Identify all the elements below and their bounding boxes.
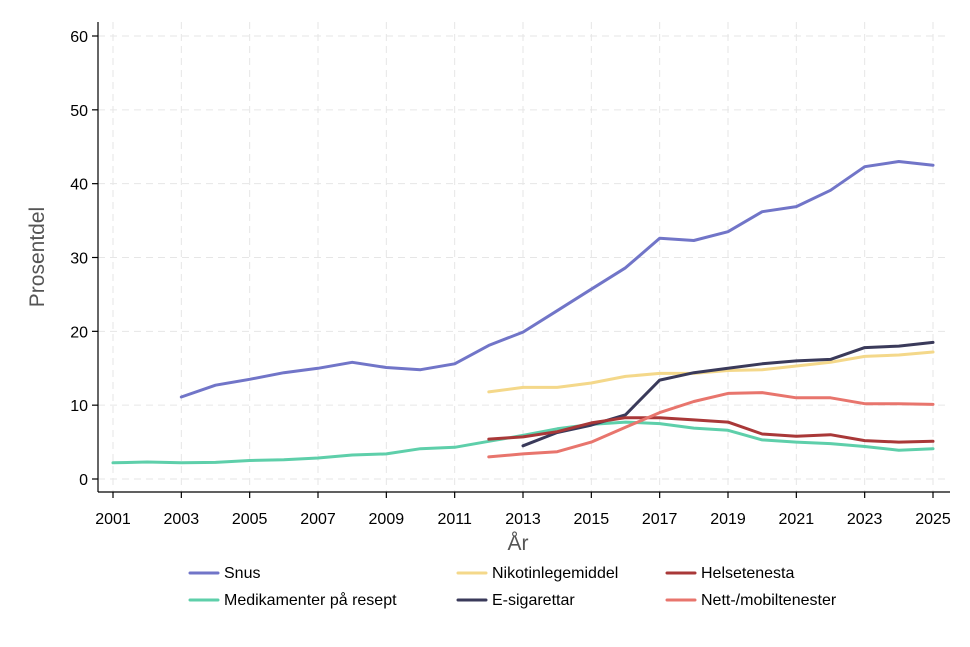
series-line-helsetenesta bbox=[487, 416, 935, 444]
series-lines bbox=[111, 160, 935, 465]
y-axis-title: Prosentdel bbox=[26, 207, 49, 307]
x-tick-label: 2025 bbox=[915, 511, 951, 528]
y-tick-label: 10 bbox=[70, 398, 88, 415]
x-tick-label: 2017 bbox=[642, 511, 678, 528]
legend: Snus Medikamenter på resept Nikotinlegemid… bbox=[188, 565, 837, 609]
x-tick-label: 2013 bbox=[505, 511, 541, 528]
axes bbox=[92, 22, 950, 498]
x-tick-label: 2021 bbox=[779, 511, 815, 528]
series-line-nett-mobiltenester bbox=[487, 391, 935, 459]
x-tick-label: 2003 bbox=[164, 511, 200, 528]
y-tick-label: 50 bbox=[70, 103, 88, 120]
x-tick-label: 2009 bbox=[369, 511, 405, 528]
x-tick-label: 2023 bbox=[847, 511, 883, 528]
y-tick-label: 20 bbox=[70, 324, 88, 341]
legend-item-nikotinlegemiddel: Nikotinlegemiddel bbox=[456, 565, 618, 582]
x-tick-label: 2001 bbox=[95, 511, 131, 528]
legend-label: E-sigarettar bbox=[492, 592, 575, 609]
y-tick-label: 60 bbox=[70, 29, 88, 46]
grid bbox=[98, 22, 950, 492]
y-tick-label: 40 bbox=[70, 177, 88, 194]
legend-label: Helsetenesta bbox=[701, 565, 794, 582]
series-line-snus bbox=[179, 160, 935, 399]
x-tick-label: 2005 bbox=[232, 511, 268, 528]
tick-labels: 0 10 20 30 40 50 60 2001 2003 2005 2007 2009 2011 201… bbox=[70, 29, 951, 528]
legend-item-snus: Snus bbox=[188, 565, 260, 582]
y-tick-label: 30 bbox=[70, 251, 88, 268]
x-axis-title: År bbox=[508, 532, 529, 555]
legend-item-nett-mobiltenester: Nett-/mobiltenester bbox=[665, 592, 837, 609]
x-tick-label: 2011 bbox=[437, 511, 472, 528]
x-tick-label: 2019 bbox=[710, 511, 746, 528]
x-tick-label: 2015 bbox=[574, 511, 610, 528]
legend-label: Nikotinlegemiddel bbox=[492, 565, 618, 582]
legend-item-medikamenter-p-resept: Medikamenter på resept bbox=[188, 591, 397, 609]
legend-label: Medikamenter på resept bbox=[224, 591, 397, 609]
y-tick-label: 0 bbox=[79, 472, 88, 489]
x-tick-label: 2007 bbox=[300, 511, 336, 528]
legend-item-helsetenesta: Helsetenesta bbox=[665, 565, 794, 582]
legend-item-e-sigarettar: E-sigarettar bbox=[456, 592, 575, 609]
series-line-e-sigarettar bbox=[521, 340, 935, 448]
legend-label: Snus bbox=[224, 565, 260, 582]
legend-label: Nett-/mobiltenester bbox=[701, 592, 837, 609]
